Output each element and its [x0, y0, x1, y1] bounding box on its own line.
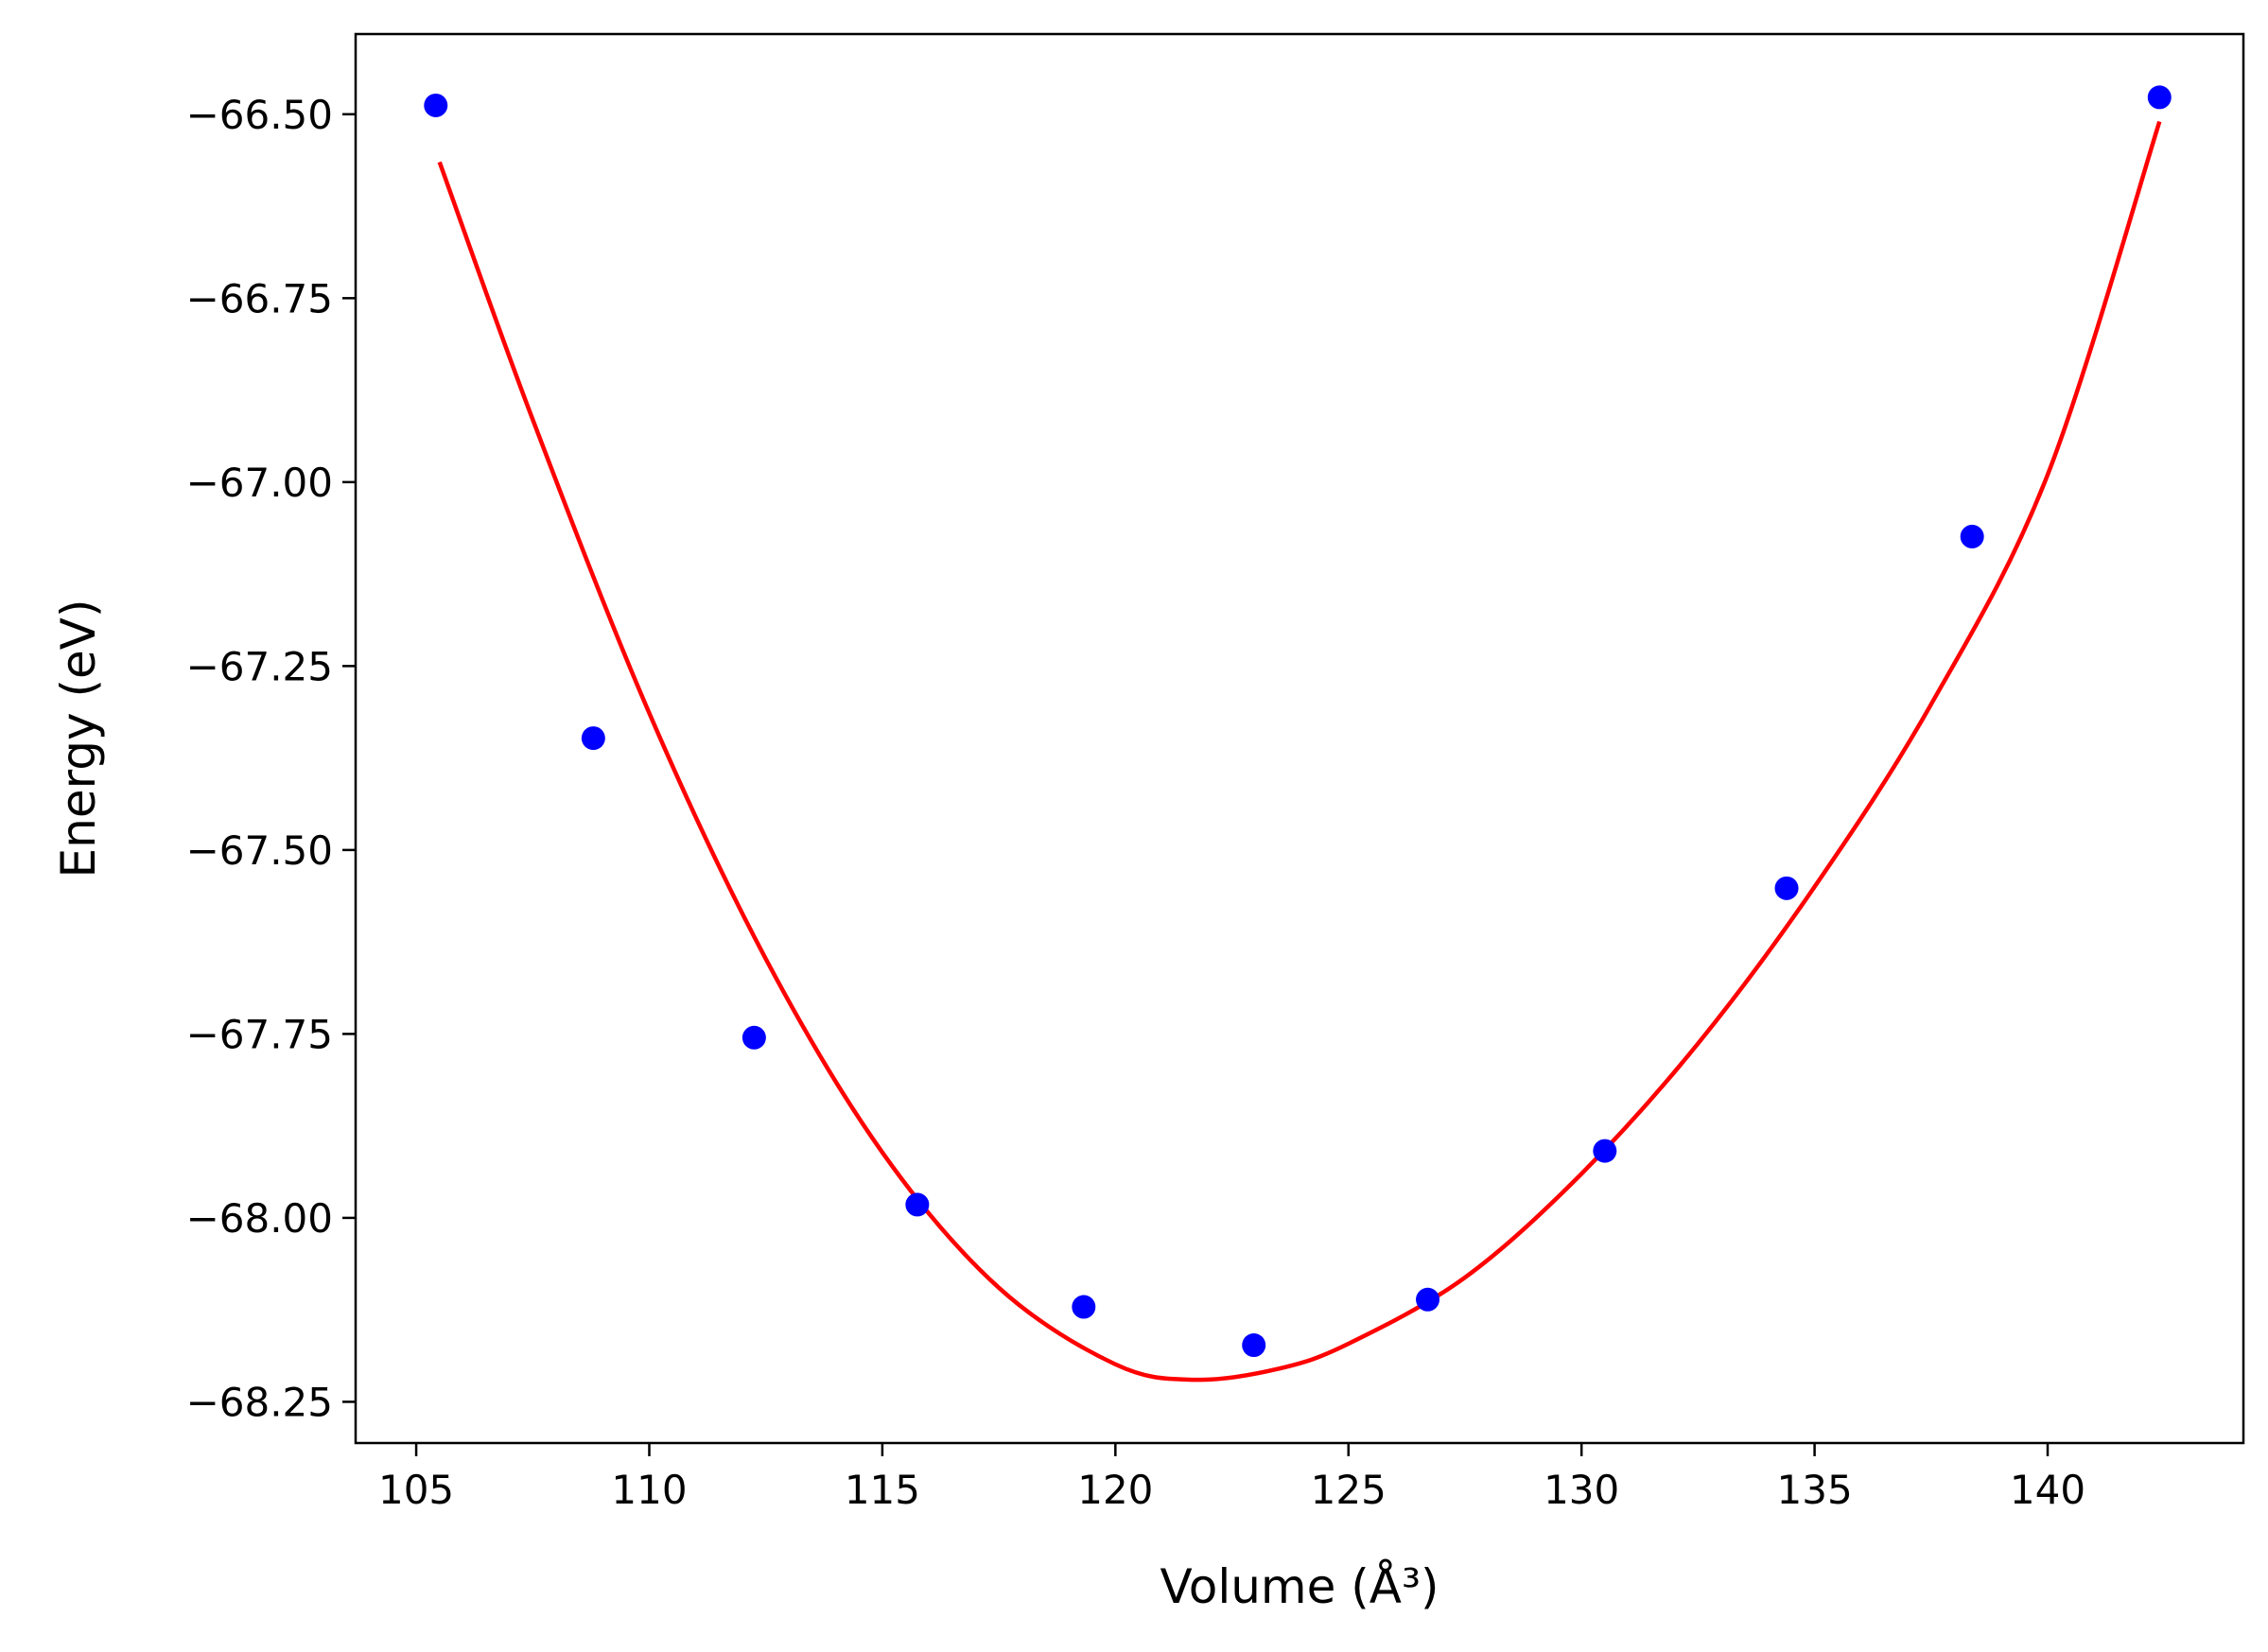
x-tick-label: 125 — [1311, 1467, 1387, 1513]
data-point — [1072, 1295, 1096, 1319]
y-axis-ticks: −66.50 −66.75 −67.00 −67.25 −67.50 −67.75 −68.… — [186, 92, 356, 1425]
y-tick-label: −67.50 — [186, 827, 333, 874]
y-tick-label: −67.00 — [186, 460, 333, 506]
y-tick-label: −67.75 — [186, 1011, 333, 1057]
data-point — [2147, 85, 2172, 110]
data-point — [1593, 1139, 1617, 1163]
y-tick-label: −67.25 — [186, 643, 333, 689]
data-point — [1242, 1333, 1266, 1358]
x-axis-label: Volume (Å³) — [1160, 1559, 1439, 1614]
plot-frame — [354, 32, 2245, 1445]
y-tick-label: −66.75 — [186, 275, 333, 322]
fit-curve — [437, 120, 2162, 1382]
x-axis-ticks: 105 110 115 120 125 130 135 140 — [378, 1443, 2085, 1513]
x-tick-label: 120 — [1077, 1467, 1153, 1513]
data-point — [1960, 524, 1984, 548]
y-axis-label: Energy (eV) — [51, 600, 106, 878]
x-tick-label: 140 — [2010, 1467, 2085, 1513]
y-tick-label: −66.50 — [186, 92, 333, 138]
data-point — [741, 1025, 766, 1050]
data-point — [905, 1192, 930, 1217]
x-tick-label: 115 — [845, 1467, 920, 1513]
data-point — [1774, 876, 1799, 900]
y-tick-label: −68.00 — [186, 1195, 333, 1242]
data-point — [424, 93, 448, 117]
y-tick-label: −68.25 — [186, 1379, 333, 1425]
data-point — [581, 726, 605, 751]
data-point — [1416, 1287, 1440, 1312]
fit-curve-layer — [437, 120, 2162, 1382]
x-tick-label: 110 — [611, 1467, 687, 1513]
x-tick-label: 105 — [378, 1467, 454, 1513]
x-tick-label: 130 — [1544, 1467, 1619, 1513]
x-tick-label: 135 — [1777, 1467, 1853, 1513]
data-points-layer — [424, 85, 2172, 1358]
